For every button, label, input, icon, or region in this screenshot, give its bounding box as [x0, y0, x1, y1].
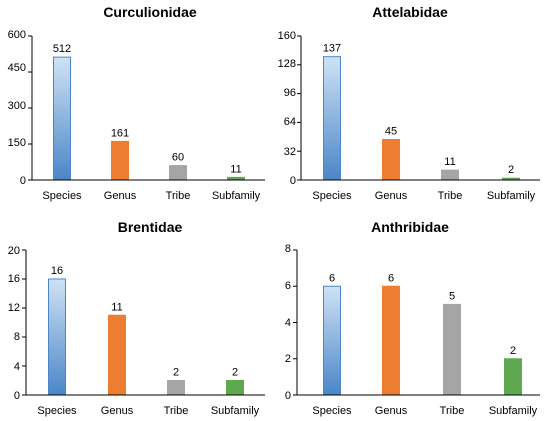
category-labels: Species Genus Tribe Subfamily: [42, 190, 260, 202]
category-labels: Species Genus Tribe Subfamily: [312, 190, 535, 202]
data-label: 11: [444, 156, 455, 168]
data-label: 45: [385, 126, 397, 138]
category-label: Subfamily: [489, 405, 538, 417]
category-label: Species: [37, 405, 77, 417]
data-label: 5: [449, 290, 455, 302]
bar-subfamily: [226, 380, 244, 396]
category-label: Subfamily: [212, 190, 261, 202]
category-label: Tribe: [166, 190, 191, 202]
data-label: 11: [111, 301, 122, 313]
data-labels: 512 161 60 11: [53, 43, 242, 175]
chart-title: Brentidae: [118, 219, 183, 235]
y-tick-label: 12: [8, 302, 20, 314]
category-label: Genus: [375, 190, 408, 202]
category-label: Species: [42, 190, 82, 202]
chart-panel: Curculionidae 0 150 300 450 600 Species …: [8, 4, 265, 202]
y-tick-label: 150: [8, 137, 26, 149]
y-tick-label: 64: [284, 116, 296, 128]
bar-genus: [382, 285, 400, 396]
category-label: Genus: [375, 405, 408, 417]
y-tick-label: 32: [284, 146, 296, 158]
data-label: 512: [53, 43, 71, 55]
category-labels: Species Genus Tribe Subfamily: [312, 405, 537, 417]
bar-tribe: [441, 169, 459, 181]
chart-title: Curculionidae: [103, 4, 197, 20]
category-label: Tribe: [438, 190, 463, 202]
y-tick-label: 6: [285, 280, 291, 292]
data-labels: 16 11 2 2: [51, 265, 238, 379]
data-label: 2: [173, 367, 179, 379]
category-labels: Species Genus Tribe Subfamily: [37, 405, 259, 417]
bar-species: [53, 56, 71, 181]
y-tick-labels: 0 150 300 450 600: [8, 29, 26, 187]
y-tick-label: 0: [290, 175, 296, 187]
chart-panel: Attelabidae 0 32 64 96 128 160 Species G…: [278, 4, 540, 202]
y-tick-label: 4: [285, 317, 291, 329]
y-tick-label: 0: [14, 390, 20, 402]
chart-panel: Anthribidae 0 2 4 6 8 Species Genus Trib…: [285, 219, 540, 417]
data-label: 2: [510, 345, 516, 357]
bar-genus: [382, 139, 400, 181]
data-label: 161: [111, 127, 129, 139]
category-label: Tribe: [164, 405, 189, 417]
y-tick-label: 20: [8, 245, 20, 257]
y-tick-label: 0: [285, 390, 291, 402]
data-labels: 6 6 5 2: [329, 272, 516, 357]
category-label: Species: [312, 405, 352, 417]
y-tick-label: 0: [20, 175, 26, 187]
y-tick-label: 16: [8, 273, 20, 285]
bar-tribe: [169, 165, 187, 181]
data-label: 16: [51, 265, 63, 277]
data-label: 6: [388, 272, 394, 284]
y-tick-labels: 0 2 4 6 8: [285, 243, 291, 402]
bar-subfamily: [504, 358, 522, 396]
bar-tribe: [443, 303, 461, 396]
bar-genus: [111, 140, 129, 181]
y-tick-label: 600: [8, 29, 26, 41]
category-label: Subfamily: [211, 405, 260, 417]
bar-species: [323, 285, 341, 396]
data-label: 2: [232, 367, 238, 379]
data-label: 60: [172, 152, 184, 164]
data-label: 6: [329, 272, 335, 284]
y-tick-labels: 0 4 8 12 16 20: [8, 245, 20, 402]
data-labels: 137 45 11 2: [323, 43, 514, 176]
bar-tribe: [167, 380, 185, 396]
chart-panel: Brentidae 0 4 8 12 16 20 Species Genus T…: [8, 219, 265, 417]
y-tick-label: 8: [285, 243, 291, 255]
bar-species: [323, 56, 341, 181]
y-tick-label: 96: [284, 87, 296, 99]
category-label: Species: [312, 190, 352, 202]
y-tick-labels: 0 32 64 96 128 160: [278, 30, 296, 187]
y-tick-label: 2: [285, 353, 291, 365]
bar-species: [48, 278, 66, 396]
category-label: Genus: [101, 405, 134, 417]
y-tick-label: 8: [14, 331, 20, 343]
y-tick-label: 128: [278, 58, 296, 70]
data-label: 2: [508, 164, 514, 176]
chart-title: Anthribidae: [371, 219, 449, 235]
data-label: 137: [323, 43, 341, 55]
y-tick-label: 160: [278, 30, 296, 42]
category-label: Subfamily: [487, 190, 536, 202]
y-tick-label: 300: [8, 100, 26, 112]
chart-title: Attelabidae: [372, 4, 448, 20]
data-label: 11: [230, 163, 241, 175]
category-label: Tribe: [440, 405, 465, 417]
y-tick-label: 4: [14, 361, 20, 373]
category-label: Genus: [104, 190, 137, 202]
bar-genus: [108, 314, 126, 396]
y-tick-label: 450: [8, 62, 26, 74]
